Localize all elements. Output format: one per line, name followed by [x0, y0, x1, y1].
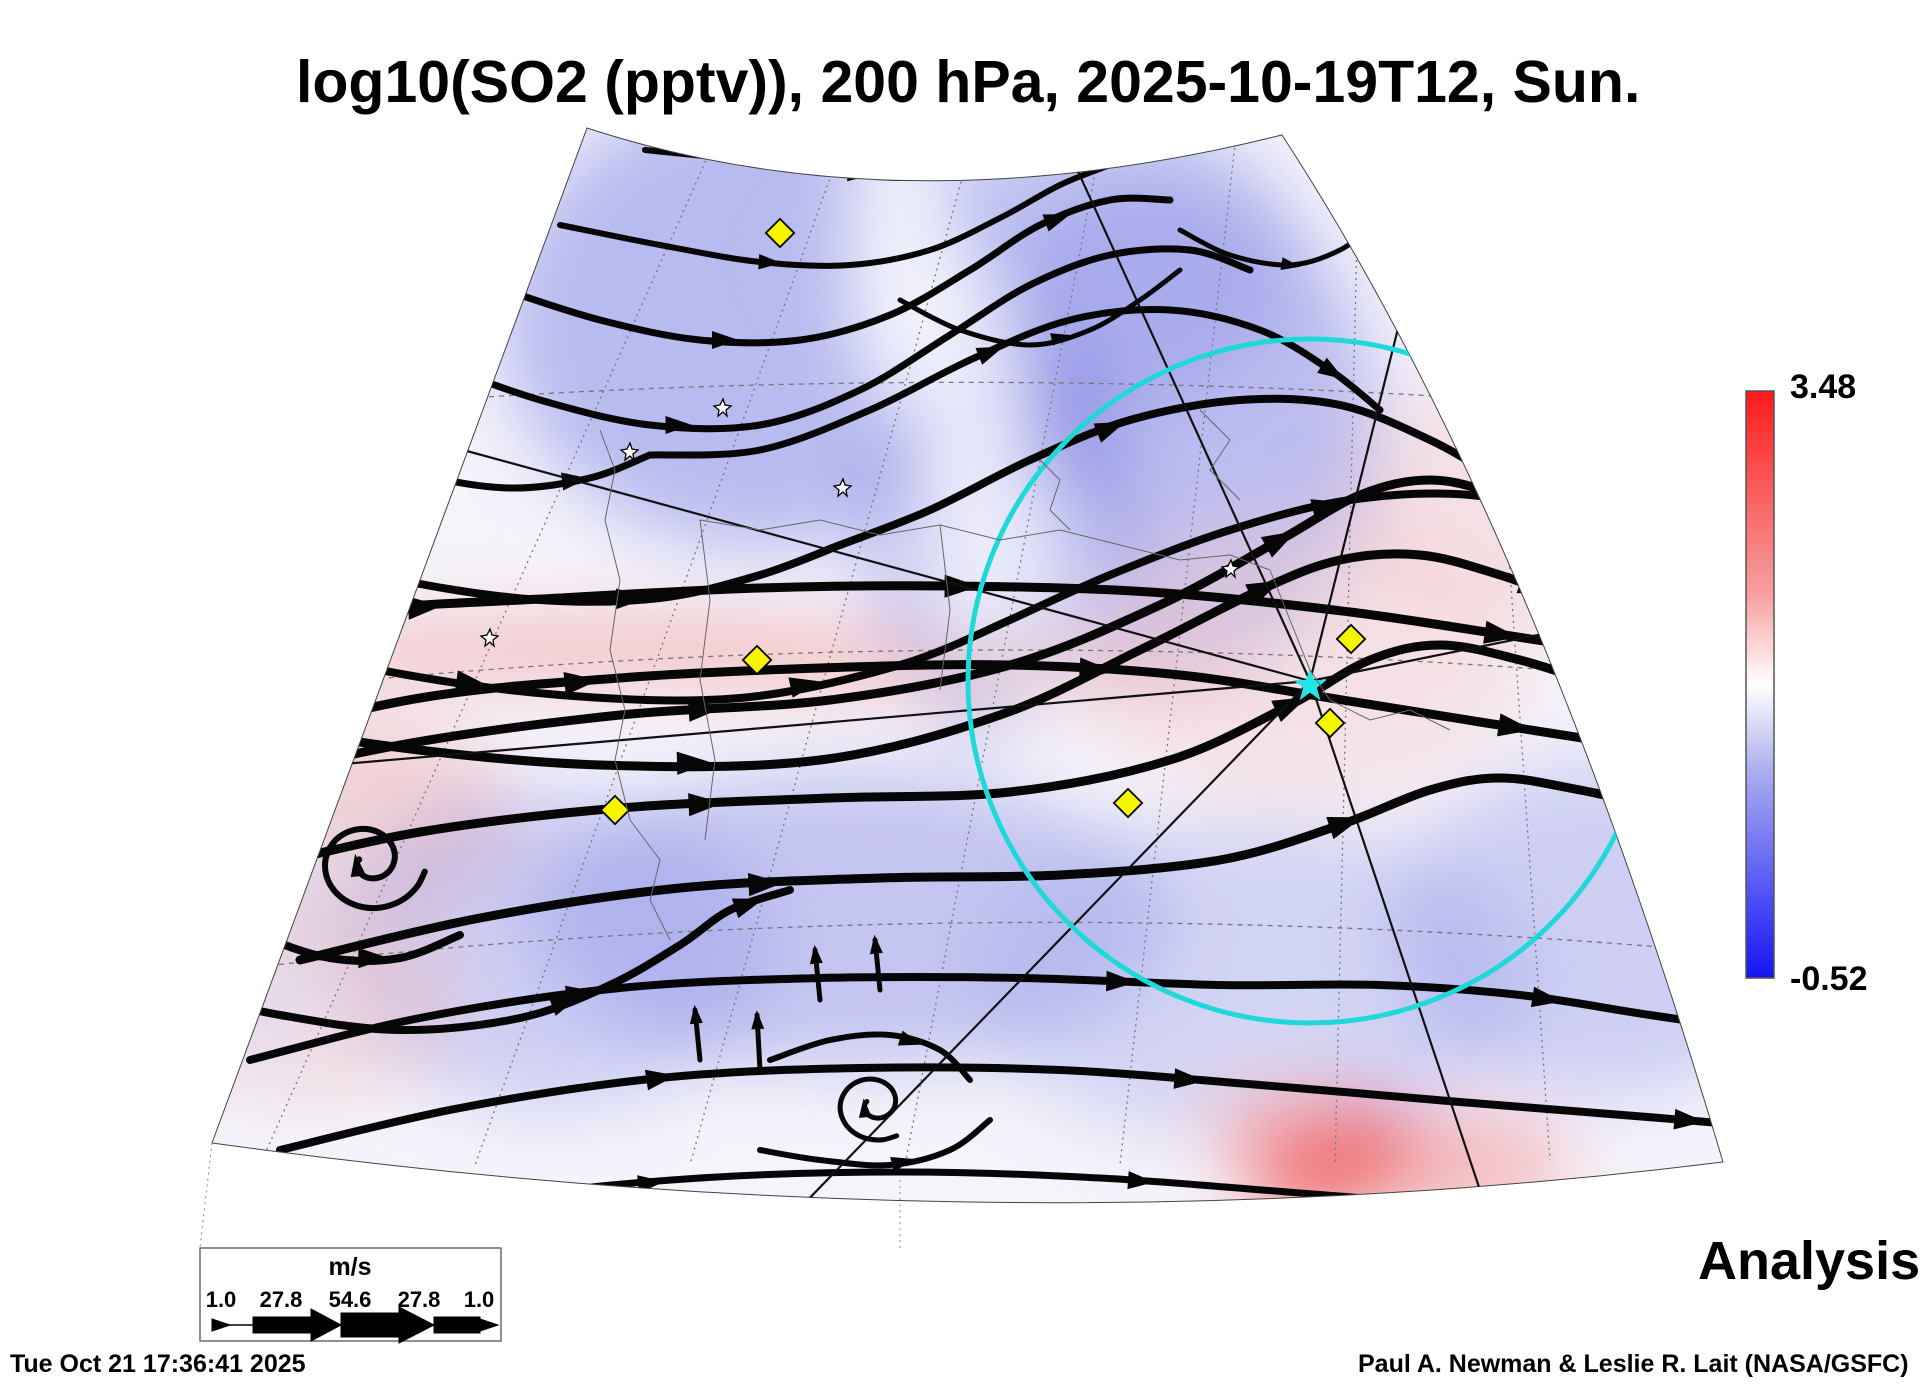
svg-text:1.0: 1.0: [206, 1287, 237, 1312]
svg-text:m/s: m/s: [328, 1253, 371, 1281]
svg-text:27.8: 27.8: [398, 1287, 441, 1312]
svg-text:1.0: 1.0: [464, 1287, 495, 1312]
svg-text:27.8: 27.8: [260, 1287, 303, 1312]
svg-text:54.6: 54.6: [329, 1287, 372, 1312]
